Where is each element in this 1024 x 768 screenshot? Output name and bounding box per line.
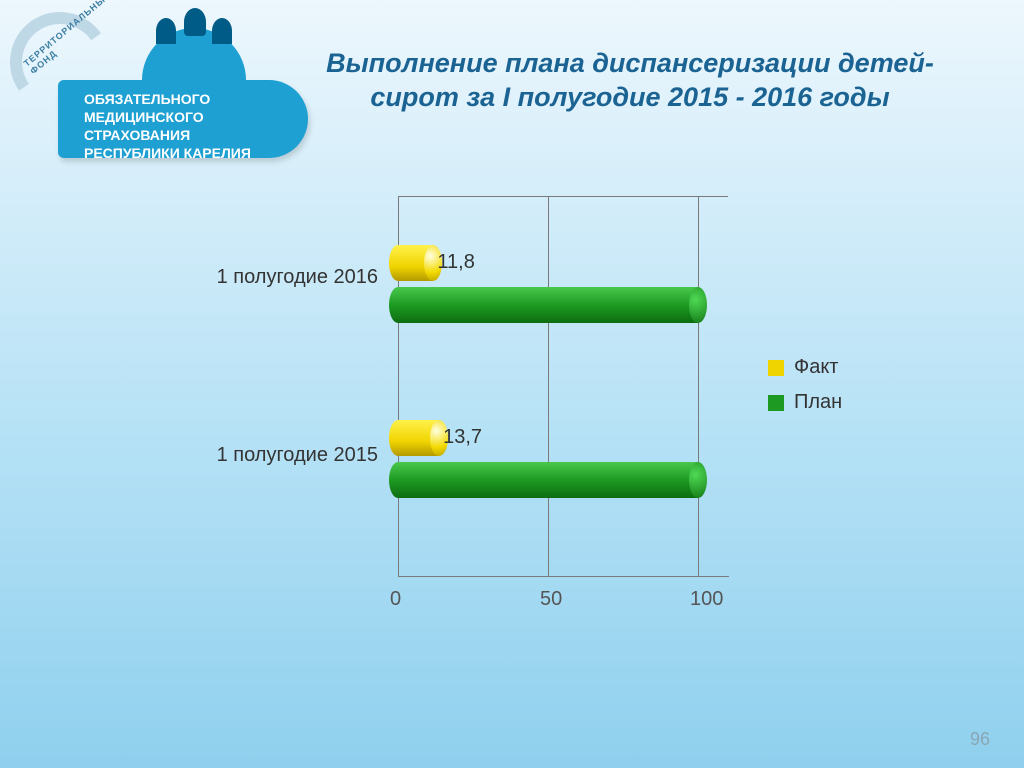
legend-label-plan: План bbox=[794, 391, 842, 414]
bar-value-label: 13,7 bbox=[443, 426, 482, 449]
legend-item-fact: Факт bbox=[768, 356, 842, 379]
plan-fact-chart: Факт План 0 50 100 11,8 1 полугодие 2016 13,7… bbox=[148, 196, 848, 636]
logo-band: ОБЯЗАТЕЛЬНОГО МЕДИЦИНСКОГО СТРАХОВАНИЯ Р… bbox=[58, 80, 308, 158]
legend-swatch-plan bbox=[768, 395, 784, 411]
gridline bbox=[548, 196, 549, 576]
legend-swatch-fact bbox=[768, 360, 784, 376]
x-tick-label: 50 bbox=[540, 588, 562, 611]
bar-yellow bbox=[398, 420, 439, 456]
bar-green bbox=[398, 462, 698, 498]
bar-yellow bbox=[398, 245, 433, 281]
y-category-label: 1 полугодие 2015 bbox=[148, 444, 378, 467]
x-tick-label: 100 bbox=[690, 588, 723, 611]
page-title: Выполнение плана диспансеризации детей-с… bbox=[310, 46, 950, 114]
y-category-label: 1 полугодие 2016 bbox=[148, 266, 378, 289]
logo-line2: МЕДИЦИНСКОГО СТРАХОВАНИЯ bbox=[84, 108, 290, 144]
logo-church-icon bbox=[142, 28, 246, 82]
logo-dome-icon bbox=[184, 8, 206, 36]
page-number: 96 bbox=[970, 729, 990, 750]
x-tick-label: 0 bbox=[390, 588, 401, 611]
legend-label-fact: Факт bbox=[794, 356, 838, 379]
gridline bbox=[698, 196, 699, 576]
chart-legend: Факт План bbox=[768, 356, 842, 426]
bar-green bbox=[398, 287, 698, 323]
bar-value-label: 11,8 bbox=[437, 251, 474, 274]
legend-item-plan: План bbox=[768, 391, 842, 414]
org-logo: ТЕРРИТОРИАЛЬНЫЙ ФОНД ОБЯЗАТЕЛЬНОГО МЕДИЦ… bbox=[16, 26, 310, 158]
logo-line1: ОБЯЗАТЕЛЬНОГО bbox=[84, 90, 290, 108]
logo-line3: РЕСПУБЛИКИ КАРЕЛИЯ bbox=[84, 144, 290, 162]
